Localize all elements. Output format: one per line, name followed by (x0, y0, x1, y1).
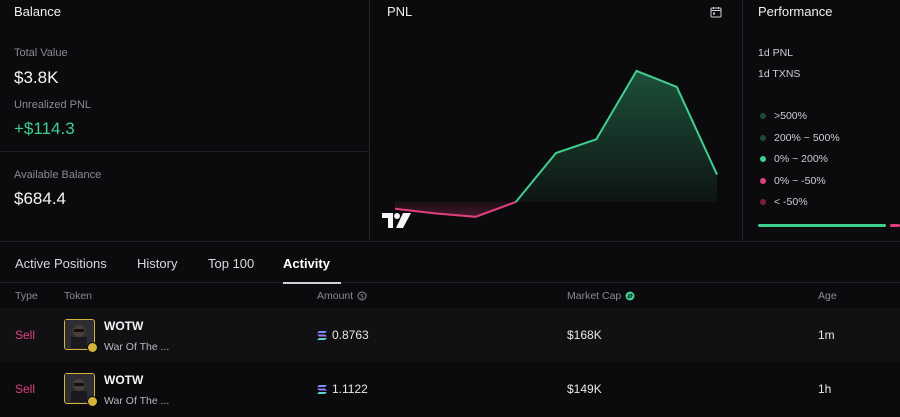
legend-item: >500% (760, 110, 807, 122)
legend-label: 200% ~ 500% (774, 132, 840, 144)
legend-dot (760, 199, 766, 205)
tab-bar: Active Positions History Top 100 Activit… (0, 241, 900, 284)
available-balance-label: Available Balance (14, 169, 102, 181)
header-market-cap-label: Market Cap (567, 290, 622, 302)
unrealized-pnl-label: Unrealized PNL (14, 99, 92, 111)
total-value-label: Total Value (14, 47, 68, 59)
header-amount[interactable]: Amount $ (317, 290, 367, 302)
row-age: 1h (818, 382, 832, 396)
legend-label: >500% (774, 110, 807, 122)
legend-item: 200% ~ 500% (760, 132, 840, 144)
perf-1d-pnl-label: 1d PNL (758, 47, 794, 59)
token-name: War Of The ... (104, 395, 170, 407)
total-value: $3.8K (14, 68, 59, 87)
available-balance-value: $684.4 (14, 189, 66, 208)
token-avatar[interactable] (64, 319, 98, 353)
balance-title: Balance (14, 4, 61, 19)
pnl-chart (394, 69, 718, 218)
row-amount: 1.1122 (332, 382, 368, 396)
pnl-positive-line (515, 69, 718, 203)
token-image-icon (65, 374, 93, 402)
row-amount: 0.8763 (332, 328, 369, 342)
tab-top-100[interactable]: Top 100 (208, 256, 255, 271)
row-type: Sell (15, 328, 36, 342)
currency-toggle-icon[interactable]: $ (357, 291, 367, 301)
header-age: Age (818, 290, 837, 302)
performance-title: Performance (758, 4, 833, 19)
verified-badge-icon (87, 342, 98, 353)
verified-badge-icon (87, 396, 98, 407)
header-amount-label: Amount (317, 290, 354, 302)
solana-icon (317, 331, 327, 340)
performance-bar-positive (758, 224, 886, 227)
legend-dot (760, 113, 766, 119)
calendar-icon[interactable] (710, 6, 722, 18)
pnl-negative-area (395, 202, 516, 217)
perf-1d-txns-label: 1d TXNS (758, 68, 801, 80)
legend-label: < -50% (774, 196, 808, 208)
tab-activity[interactable]: Activity (283, 256, 330, 271)
header-market-cap[interactable]: Market Cap (567, 290, 635, 302)
table-row[interactable]: Sell WOTW War Of The ... 1.1122 $149K 1h (0, 362, 900, 416)
solana-icon (317, 385, 327, 394)
pnl-panel: PNL (371, 0, 743, 240)
svg-text:$: $ (361, 294, 365, 300)
pnl-negative-line (394, 201, 517, 218)
tradingview-logo (382, 213, 411, 228)
legend-item: 0% ~ -50% (760, 175, 826, 187)
legend-dot (760, 178, 766, 184)
tab-history[interactable]: History (137, 256, 178, 271)
balance-divider (0, 151, 370, 152)
header-type: Type (15, 290, 38, 302)
pnl-positive-area (515, 70, 717, 203)
legend-item: < -50% (760, 196, 808, 208)
swap-icon[interactable] (625, 291, 635, 301)
row-age: 1m (818, 328, 835, 342)
balance-panel: Balance Total Value $3.8K Unrealized PNL… (0, 0, 370, 240)
tab-active-positions[interactable]: Active Positions (15, 256, 107, 271)
row-market-cap: $149K (567, 382, 602, 396)
legend-dot (760, 156, 766, 162)
header-token: Token (64, 290, 93, 302)
performance-panel: Performance 1d PNL 1d TXNS >500% 200% ~ … (744, 0, 900, 240)
legend-label: 0% ~ 200% (774, 153, 828, 165)
token-symbol: WOTW (104, 373, 144, 387)
row-market-cap: $168K (567, 328, 602, 342)
pnl-title: PNL (387, 4, 413, 19)
token-symbol: WOTW (104, 319, 144, 333)
legend-dot (760, 135, 766, 141)
legend-label: 0% ~ -50% (774, 175, 826, 187)
token-avatar[interactable] (64, 373, 98, 407)
table-row[interactable]: Sell WOTW War Of The ... 0.8763 $168K 1m (0, 308, 900, 362)
active-tab-indicator (283, 282, 341, 284)
performance-bar-negative (890, 224, 900, 227)
unrealized-pnl-value: +$114.3 (14, 119, 75, 138)
token-name: War Of The ... (104, 341, 170, 353)
legend-item: 0% ~ 200% (760, 153, 828, 165)
row-type: Sell (15, 382, 36, 396)
